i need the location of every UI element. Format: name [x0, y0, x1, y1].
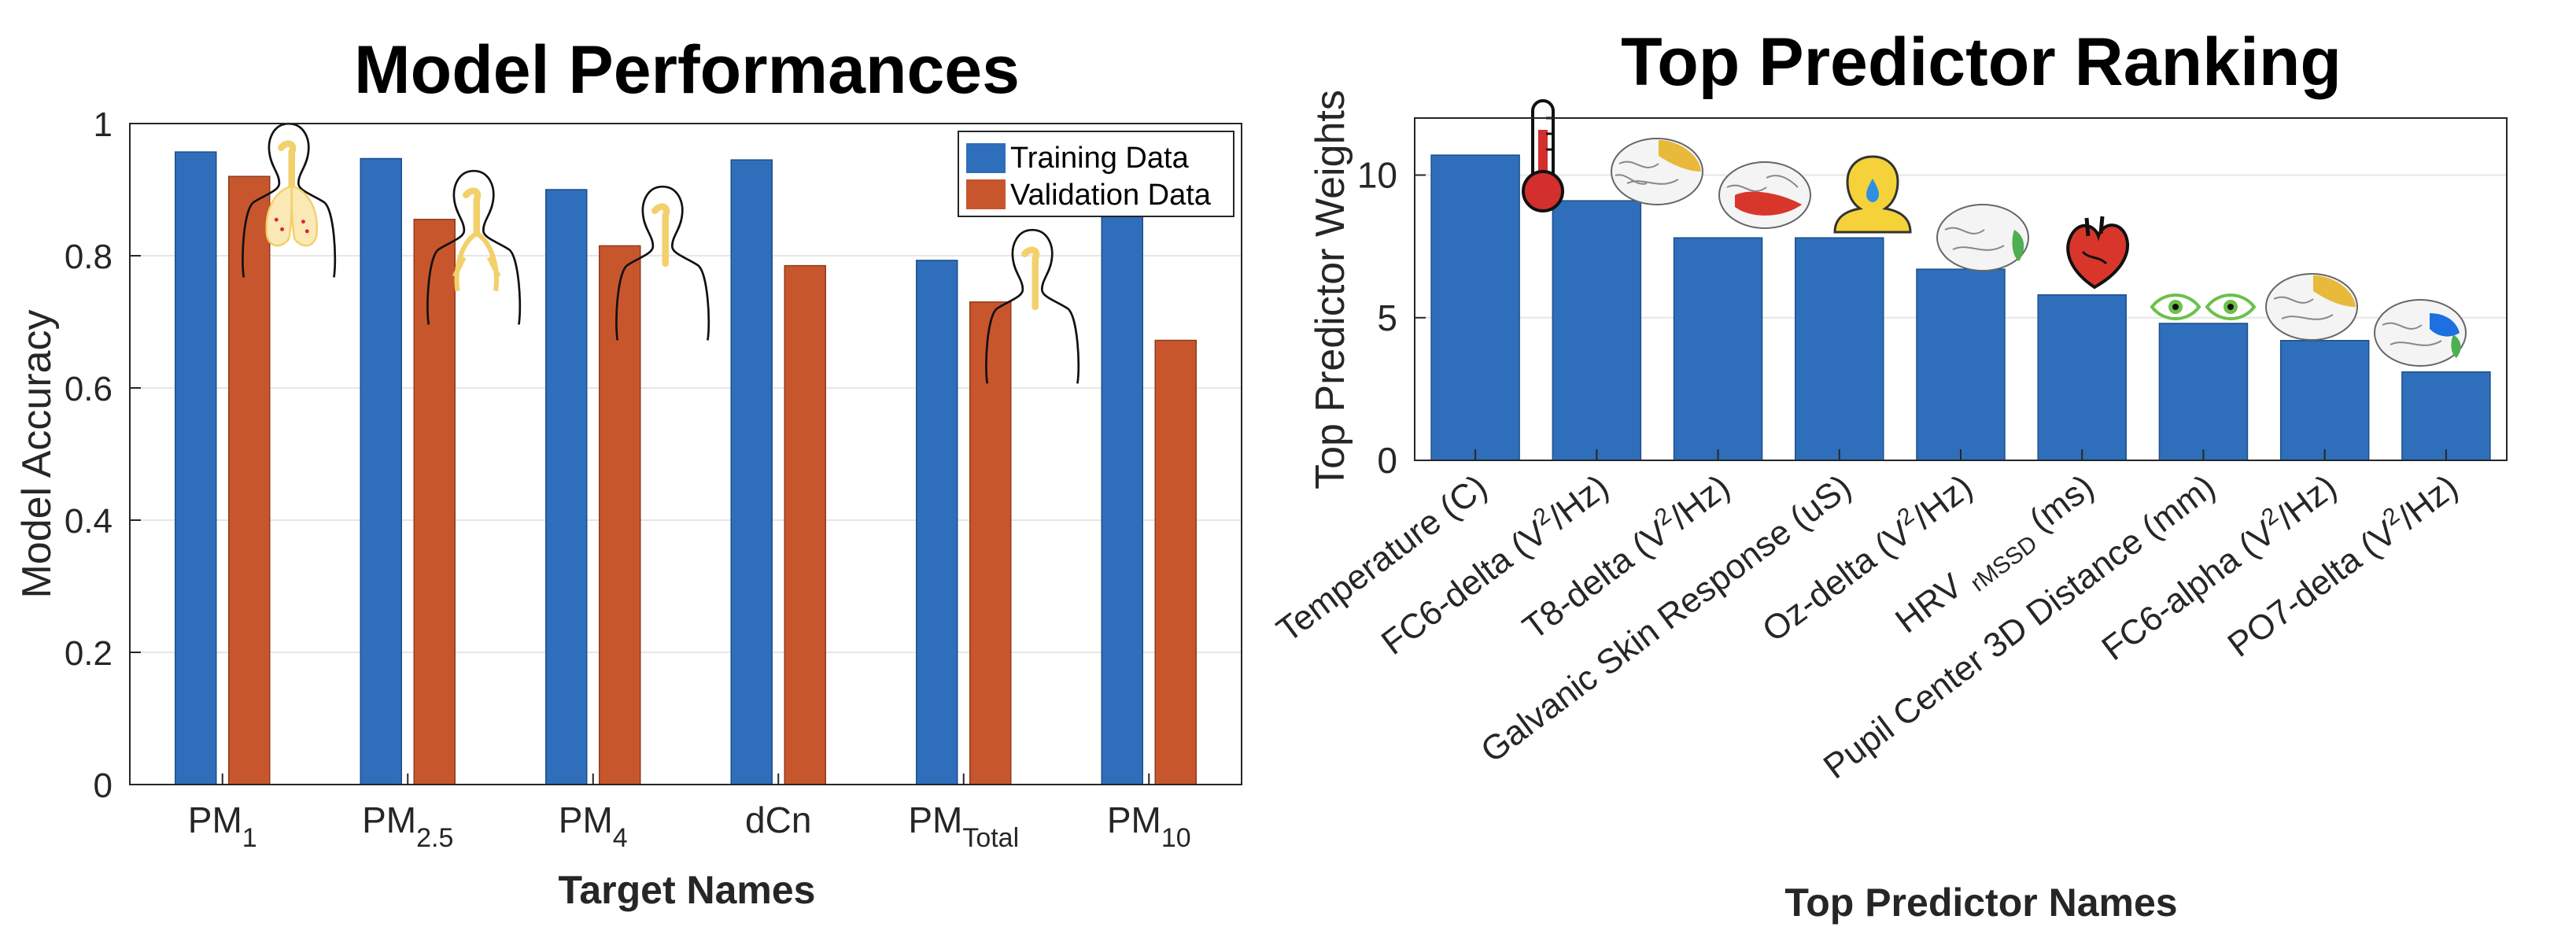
training-bar: [175, 151, 217, 785]
human-trachea-icon: [615, 185, 710, 341]
legend-training-label: Training Data: [1010, 142, 1190, 175]
chart1-y-ticks: 0 0.2 0.4 0.6 0.8 1: [65, 105, 141, 805]
chart2-x-tick-label: T8-delta (V2/Hz): [1514, 464, 1737, 648]
predictor-weight-bar: [2158, 323, 2249, 461]
brain-po7-icon: [2374, 299, 2467, 367]
human-throat-icon: [985, 228, 1080, 384]
training-bar: [730, 159, 773, 785]
chart1-x-tick-label: dCn: [745, 799, 811, 840]
chart2-y-label: Top Predictor Weights: [1308, 90, 1353, 489]
chart2-x-tick-label: Temperature (C): [1270, 467, 1494, 650]
brain-t8-icon: [1718, 161, 1811, 229]
heart-icon: [2066, 216, 2129, 290]
validation-bar: [784, 264, 826, 785]
chart1-x-tick-label: PMTotal: [908, 799, 1019, 853]
training-bar: [1101, 202, 1143, 785]
respiratory-illustrations: [242, 122, 1080, 384]
chart1-x-tick-label: PM1: [188, 799, 257, 853]
chart2-y-tick-label: 0: [1377, 440, 1397, 481]
chart1-y-tick-label: 0.2: [65, 634, 113, 673]
chart1-x-label: Target Names: [559, 868, 816, 912]
chart1-y-tick-label: 0.8: [65, 238, 113, 276]
training-bar: [916, 260, 958, 785]
training-bar: [545, 189, 588, 785]
model-performances-chart: Model Performances: [14, 32, 1242, 912]
chart2-x-ticks: Temperature (C)FC6-delta (V2/Hz)T8-delta…: [1270, 449, 2465, 786]
chart1-y-tick-label: 1: [94, 105, 113, 144]
chart1-legend: Training Data Validation Data: [958, 131, 1234, 217]
predictor-weight-bar: [2279, 340, 2370, 461]
brain-fc6-icon: [1611, 138, 1703, 205]
predictor-weight-bar: [1430, 154, 1520, 461]
chart2-x-label: Top Predictor Names: [1784, 881, 2177, 925]
validation-bar: [969, 301, 1012, 785]
chart1-title: Model Performances: [354, 32, 1020, 108]
predictor-weight-bar: [1916, 268, 2006, 461]
brain-oz-icon: [1936, 204, 2029, 271]
chart2-x-tick-label: FC6-delta (V2/Hz): [1372, 464, 1615, 663]
predictor-icons: [1522, 99, 2467, 367]
predictor-weight-bar: [1795, 237, 1884, 461]
chart2-y-tick-label: 10: [1357, 155, 1397, 196]
chart2-bars: [1430, 154, 2491, 461]
chart1-axes-box: [129, 123, 1242, 785]
eyes-icon: [2150, 294, 2257, 320]
chart2-x-tick-label: Oz-delta (V2/Hz): [1753, 464, 1980, 650]
validation-bar: [413, 219, 456, 785]
chart2-y-ticks: 0 5 10: [1357, 155, 1426, 481]
human-lungs-icon: [242, 122, 337, 278]
validation-bar: [228, 175, 271, 785]
chart1-x-tick-label: PM4: [559, 799, 628, 853]
thermometer-icon: [1522, 99, 1564, 212]
top-predictor-ranking-chart: Top Predictor Ranking: [1270, 24, 2508, 925]
chart1-x-ticks: PM1 PM2.5 PM4 dCn PMTotal PM10: [188, 774, 1191, 853]
skin-response-icon: [1833, 155, 1912, 234]
chart1-y-tick-label: 0.6: [65, 370, 113, 408]
chart1-x-tick-label: PM2.5: [362, 799, 453, 853]
predictor-weight-bar: [1673, 237, 1763, 461]
predictor-weight-bar: [2037, 294, 2127, 461]
predictor-weight-bar: [2401, 371, 2491, 461]
brain-fc6-alpha-icon: [2265, 273, 2358, 341]
chart1-y-label: Model Accuracy: [14, 309, 60, 598]
chart2-y-tick-label: 5: [1377, 297, 1397, 338]
legend-swatch-training: [966, 143, 1006, 173]
validation-bar: [599, 245, 641, 785]
predictor-weight-bar: [1552, 200, 1642, 461]
legend-validation-label: Validation Data: [1010, 179, 1212, 212]
validation-bar: [1154, 339, 1197, 785]
chart1-x-tick-label: PM10: [1107, 799, 1191, 853]
chart1-y-tick-label: 0: [94, 766, 113, 805]
chart1-bars: [175, 151, 1197, 785]
human-bronchi-icon: [426, 169, 522, 325]
legend-swatch-validation: [966, 179, 1006, 209]
chart2-title: Top Predictor Ranking: [1621, 24, 2342, 100]
training-bar: [360, 157, 402, 785]
chart1-y-tick-label: 0.4: [65, 502, 113, 541]
